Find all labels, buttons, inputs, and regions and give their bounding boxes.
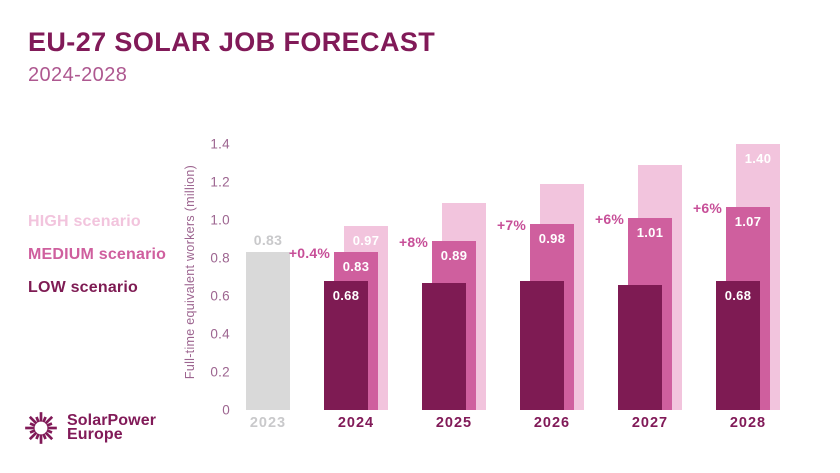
legend-item-low: LOW scenario (28, 279, 138, 296)
y-axis-tick-label: 0 (222, 402, 230, 418)
bar-value-label: 0.83 (342, 259, 370, 275)
bar-value-label: 1.40 (744, 151, 772, 166)
x-axis-label-2023: 2023 (249, 415, 287, 431)
y-axis-title: Full-time equivalent workers (million) (183, 164, 197, 380)
bar-value-label: 0.89 (440, 247, 468, 263)
bar-low-2027 (618, 284, 662, 410)
page-title: EU-27 SOLAR JOB FORECAST (28, 27, 436, 57)
growth-annotation-2025: +8% (398, 233, 428, 250)
y-axis-tick-label: 1.4 (210, 136, 230, 152)
growth-annotation-2026: +7% (496, 216, 526, 233)
page-subtitle: 2024-2028 (28, 64, 128, 86)
x-axis-label-2024: 2024 (337, 415, 375, 431)
growth-annotation-2027: +6% (594, 211, 624, 228)
y-axis-tick-label: 0.6 (210, 288, 230, 304)
y-axis-tick-label: 0.2 (210, 364, 230, 380)
bar-low-2024 (324, 280, 368, 410)
x-axis-label-2028: 2028 (729, 415, 767, 431)
bar-value-label: 1.01 (636, 225, 664, 241)
y-axis-tick-label: 1.0 (210, 212, 230, 228)
bar-value-label: 0.68 (332, 287, 360, 303)
legend-item-high: HIGH scenario (28, 213, 141, 230)
y-axis-tick-label: 0.4 (210, 326, 230, 342)
bar-low-2028 (716, 280, 760, 410)
legend-item-medium: MEDIUM scenario (28, 246, 167, 263)
bar-value-label: 0.97 (352, 232, 380, 248)
chart-legend: HIGH scenario MEDIUM scenario LOW scenar… (28, 212, 166, 311)
logo-text: SolarPower Europe (67, 411, 157, 443)
bar-low-2026 (520, 280, 564, 410)
bar-baseline-2023 (246, 252, 290, 410)
x-axis-label-2026: 2026 (533, 415, 571, 431)
y-axis-tick-label: 1.2 (210, 174, 230, 190)
bar-low-2025 (422, 282, 466, 410)
x-axis-label-2027: 2027 (631, 415, 669, 431)
growth-annotation-2024: +0.4% (288, 245, 330, 262)
sun-logo-icon (25, 412, 57, 444)
bar-value-label: 0.98 (538, 230, 566, 246)
y-axis-tick-label: 0.8 (210, 250, 230, 266)
x-axis-label-2025: 2025 (435, 415, 473, 431)
logo-text-line1: SolarPower (67, 411, 157, 429)
bar-value-label: 1.07 (734, 213, 762, 229)
solarpower-europe-logo: SolarPower Europe (22, 409, 156, 447)
logo-text-line2: Europe (67, 426, 123, 443)
bar-value-label: 0.68 (724, 287, 752, 303)
baseline-value-label: 0.83 (253, 232, 283, 249)
growth-annotation-2028: +6% (692, 199, 722, 216)
